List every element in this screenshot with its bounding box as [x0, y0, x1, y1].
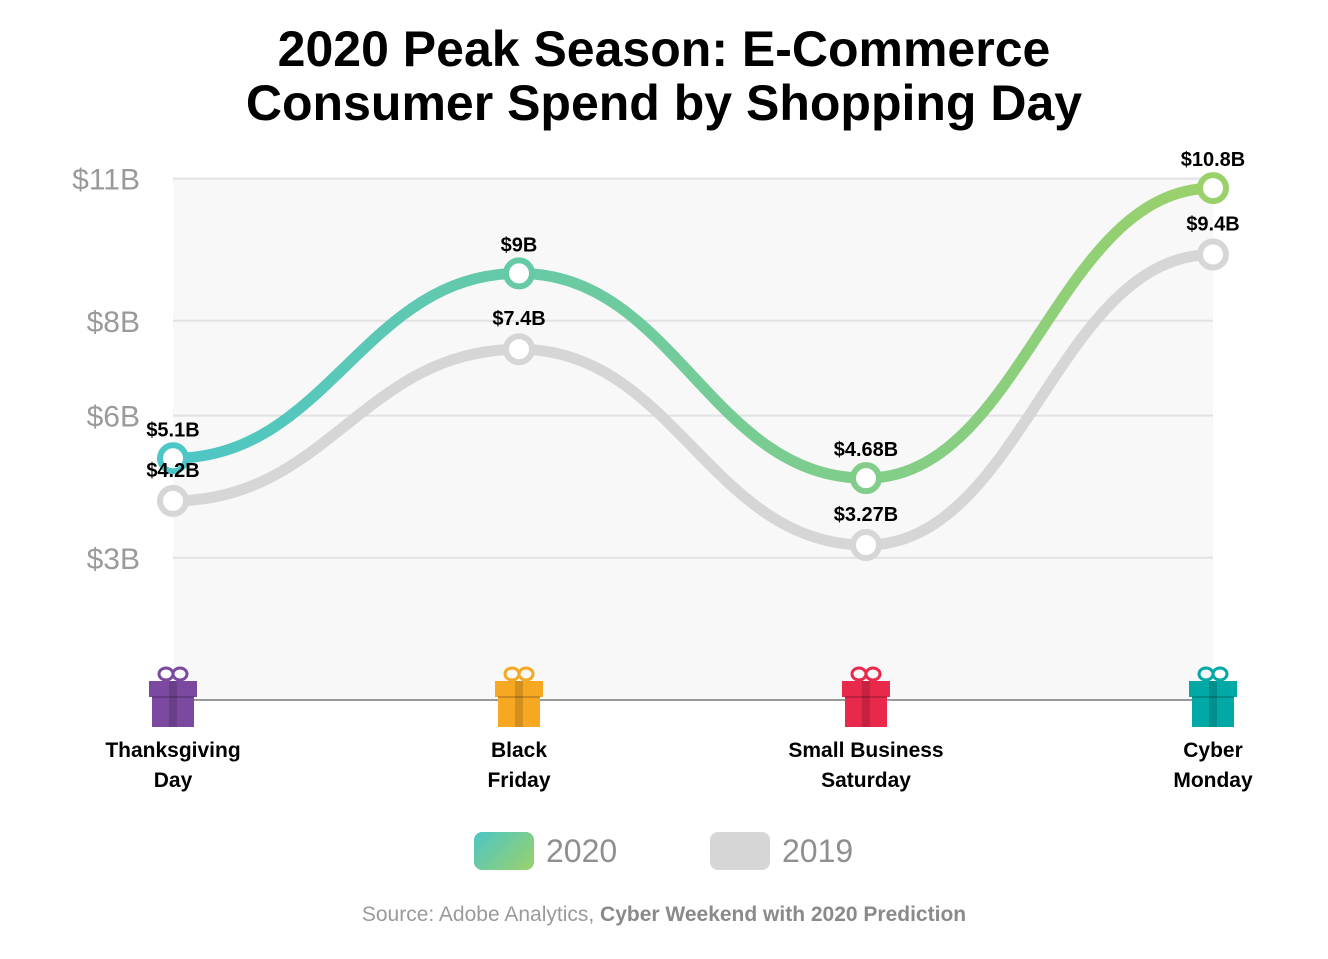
- legend-swatch-2019: [710, 832, 770, 870]
- data-labels: $5.1B $9B $4.68B $10.8B $4.2B $7.4B $3.27B $9.4…: [146, 149, 1245, 526]
- source-prefix: Source: Adobe Analytics,: [361, 903, 601, 926]
- line-chart: $11B$8B$6B$3B $5.1B$9B$4.68B$10.8B$4.2B$…: [72, 149, 1253, 792]
- data-label-2019: $9.4B: [1186, 213, 1239, 235]
- gift-lid: [842, 681, 890, 697]
- x-category-label: Black: [491, 739, 547, 762]
- gift-lid: [149, 681, 197, 697]
- data-label-2019: $7.4B: [492, 308, 545, 330]
- legend-item-2019: 2019: [710, 832, 853, 870]
- gift-ribbon: [169, 681, 177, 727]
- gift-box: [498, 697, 540, 727]
- data-point-2020: [1197, 172, 1229, 205]
- chart-title-line-1: 2020 Peak Season: E-Commerce: [277, 21, 1051, 77]
- x-category-label: Thanksgiving: [105, 739, 240, 762]
- x-category-label: Day: [154, 769, 193, 792]
- gridlines: [173, 177, 1213, 559]
- gift-ribbon: [515, 681, 523, 727]
- legend-item-2020: 2020: [474, 832, 617, 870]
- gift-icon: [149, 666, 197, 727]
- gift-lid: [495, 681, 543, 697]
- y-axis-ticks: $11B $8B $6B $3B: [72, 164, 140, 576]
- legend-label-2019: 2019: [782, 832, 854, 869]
- data-label-2020: $10.8B: [1181, 149, 1246, 171]
- y-tick-label: $11B: [72, 164, 140, 197]
- series-line-2019: [167, 248, 1219, 551]
- chart-title-line-2: Consumer Spend by Shopping Day: [245, 75, 1083, 131]
- gift-lid: [1189, 681, 1237, 697]
- plot-area: [173, 178, 1213, 700]
- gift-icons: [149, 666, 1237, 727]
- chart-title: 2020 Peak Season: E-Commerce Consumer Sp…: [0, 22, 1328, 130]
- data-label-2020: $5.1B: [146, 419, 199, 441]
- y-tick-label: $6B: [87, 401, 140, 434]
- x-category-label: Friday: [487, 769, 550, 792]
- x-category-label: Monday: [1173, 769, 1253, 792]
- x-category-label: Cyber: [1183, 739, 1243, 762]
- data-point-2019: [157, 484, 189, 517]
- gift-bow-right: [1211, 666, 1229, 682]
- data-point-2020: [157, 442, 189, 475]
- source-note: Source: Adobe Analytics, Cyber Weekend w…: [0, 903, 1328, 927]
- gift-icon: [842, 666, 890, 727]
- y-tick-label: $8B: [87, 306, 140, 339]
- data-label-2020: $9B: [501, 234, 538, 256]
- x-category-label: Small Business: [788, 739, 943, 762]
- legend: 2020 2019: [0, 832, 1328, 872]
- gift-bow-right: [517, 666, 535, 682]
- gift-bow-right: [171, 666, 189, 682]
- data-label-2019: $4.2B: [146, 460, 199, 482]
- series-lines: [167, 182, 1219, 551]
- data-point-2020: [503, 257, 535, 290]
- gift-box: [1192, 697, 1234, 727]
- gift-bow-left: [157, 666, 175, 682]
- data-point-2019: [503, 333, 535, 366]
- data-point-2019: [850, 529, 882, 562]
- gift-icon: [495, 666, 543, 727]
- data-points: [157, 172, 1229, 562]
- data-label-2020: $4.68B: [834, 439, 899, 461]
- gift-box: [152, 697, 194, 727]
- gift-ribbon: [862, 681, 870, 727]
- series-line-2020: [167, 182, 1219, 484]
- data-point-2019: [1197, 238, 1229, 271]
- gift-box: [845, 697, 887, 727]
- gift-bow-right: [864, 666, 882, 682]
- data-point-2020: [850, 462, 882, 495]
- legend-swatch-2020: [474, 832, 534, 870]
- x-axis-categories: Thanksgiving Day Black Friday Small Business…: [105, 739, 1253, 792]
- legend-label-2020: 2020: [546, 832, 618, 869]
- gift-icon: [1189, 666, 1237, 727]
- gift-ribbon: [1209, 681, 1217, 727]
- data-label-2019: $3.27B: [834, 504, 899, 526]
- y-tick-label: $3B: [87, 543, 140, 576]
- x-category-label: Saturday: [821, 769, 911, 792]
- source-bold: Cyber Weekend with 2020 Prediction: [600, 903, 967, 926]
